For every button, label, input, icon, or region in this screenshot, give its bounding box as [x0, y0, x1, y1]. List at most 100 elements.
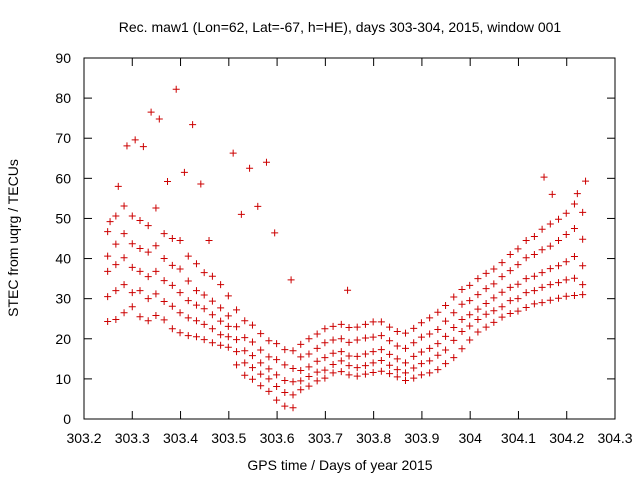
data-point: [434, 326, 442, 334]
data-point: [410, 352, 418, 360]
data-point: [417, 319, 425, 327]
data-point: [579, 281, 587, 289]
data-point: [321, 339, 329, 347]
data-point: [482, 310, 490, 318]
data-point: [337, 357, 345, 365]
data-point: [426, 344, 434, 352]
data-point: [538, 225, 546, 233]
data-point: [482, 285, 490, 293]
data-point: [361, 320, 369, 328]
data-point: [224, 333, 232, 341]
data-point: [233, 336, 241, 344]
data-point: [522, 289, 530, 297]
data-point: [104, 252, 112, 260]
data-point: [548, 190, 556, 198]
data-point: [522, 254, 530, 262]
y-tick-labels: 0 10 20 30 40 50 60 70 80 90: [55, 50, 71, 427]
data-point: [353, 364, 361, 372]
data-point: [152, 204, 160, 212]
data-point: [289, 378, 297, 386]
data-point: [176, 237, 184, 245]
data-point: [321, 366, 329, 374]
data-point: [401, 369, 409, 377]
data-point: [297, 377, 305, 385]
data-point: [417, 360, 425, 368]
data-point: [401, 359, 409, 367]
data-point: [426, 314, 434, 322]
data-point: [329, 349, 337, 357]
data-point: [257, 370, 265, 378]
data-point: [337, 320, 345, 328]
data-point: [281, 389, 289, 397]
data-point: [377, 356, 385, 364]
data-point: [393, 328, 401, 336]
data-point: [248, 364, 256, 372]
data-point: [555, 279, 563, 287]
data-point: [522, 237, 530, 245]
data-point: [506, 283, 514, 291]
data-point: [297, 366, 305, 374]
data-point: [434, 366, 442, 374]
data-point: [136, 245, 144, 253]
data-point: [147, 108, 155, 116]
data-point: [514, 261, 522, 269]
data-point: [417, 371, 425, 379]
data-point: [160, 255, 168, 263]
data-point: [144, 248, 152, 256]
x-axis-label: GPS time / Days of year 2015: [247, 457, 432, 473]
data-point: [104, 267, 112, 275]
data-point: [265, 387, 273, 395]
data-point: [482, 269, 490, 277]
data-point: [241, 371, 249, 379]
data-point: [546, 296, 554, 304]
data-point: [538, 246, 546, 254]
y-axis-label: STEC from uqrg / TECUs: [5, 159, 21, 317]
data-point: [313, 357, 321, 365]
data-point: [200, 305, 208, 313]
data-point: [474, 305, 482, 313]
data-point: [426, 357, 434, 365]
data-point: [329, 322, 337, 330]
data-point: [401, 344, 409, 352]
data-point: [490, 294, 498, 302]
data-point: [224, 322, 232, 330]
data-point: [562, 258, 570, 266]
data-point: [562, 292, 570, 300]
data-point: [120, 230, 128, 238]
x-tick-label: 304.1: [501, 430, 536, 446]
data-point: [262, 158, 270, 166]
data-point: [281, 361, 289, 369]
data-point: [155, 115, 163, 123]
y-tick-label: 0: [63, 411, 71, 427]
data-point: [192, 301, 200, 309]
data-point: [200, 320, 208, 328]
data-point: [329, 360, 337, 368]
data-point: [570, 291, 578, 299]
data-point: [200, 336, 208, 344]
data-point: [168, 235, 176, 242]
data-point: [393, 366, 401, 374]
data-point: [393, 373, 401, 381]
data-point: [144, 317, 152, 325]
data-point: [168, 281, 176, 289]
data-point: [248, 375, 256, 383]
data-point: [128, 263, 136, 271]
data-point: [184, 277, 192, 285]
data-point: [570, 224, 578, 232]
data-point: [562, 209, 570, 217]
data-point: [546, 242, 554, 250]
y-tick-label: 30: [55, 291, 71, 307]
data-point: [271, 229, 279, 237]
data-point: [233, 348, 241, 356]
data-point: [289, 347, 297, 355]
data-point: [474, 316, 482, 324]
y-tick-label: 50: [55, 210, 71, 226]
data-point: [498, 313, 506, 321]
data-point: [458, 316, 466, 324]
data-point: [184, 314, 192, 322]
data-point: [241, 317, 249, 325]
data-point: [321, 374, 329, 382]
data-point: [313, 330, 321, 338]
data-point: [434, 340, 442, 348]
